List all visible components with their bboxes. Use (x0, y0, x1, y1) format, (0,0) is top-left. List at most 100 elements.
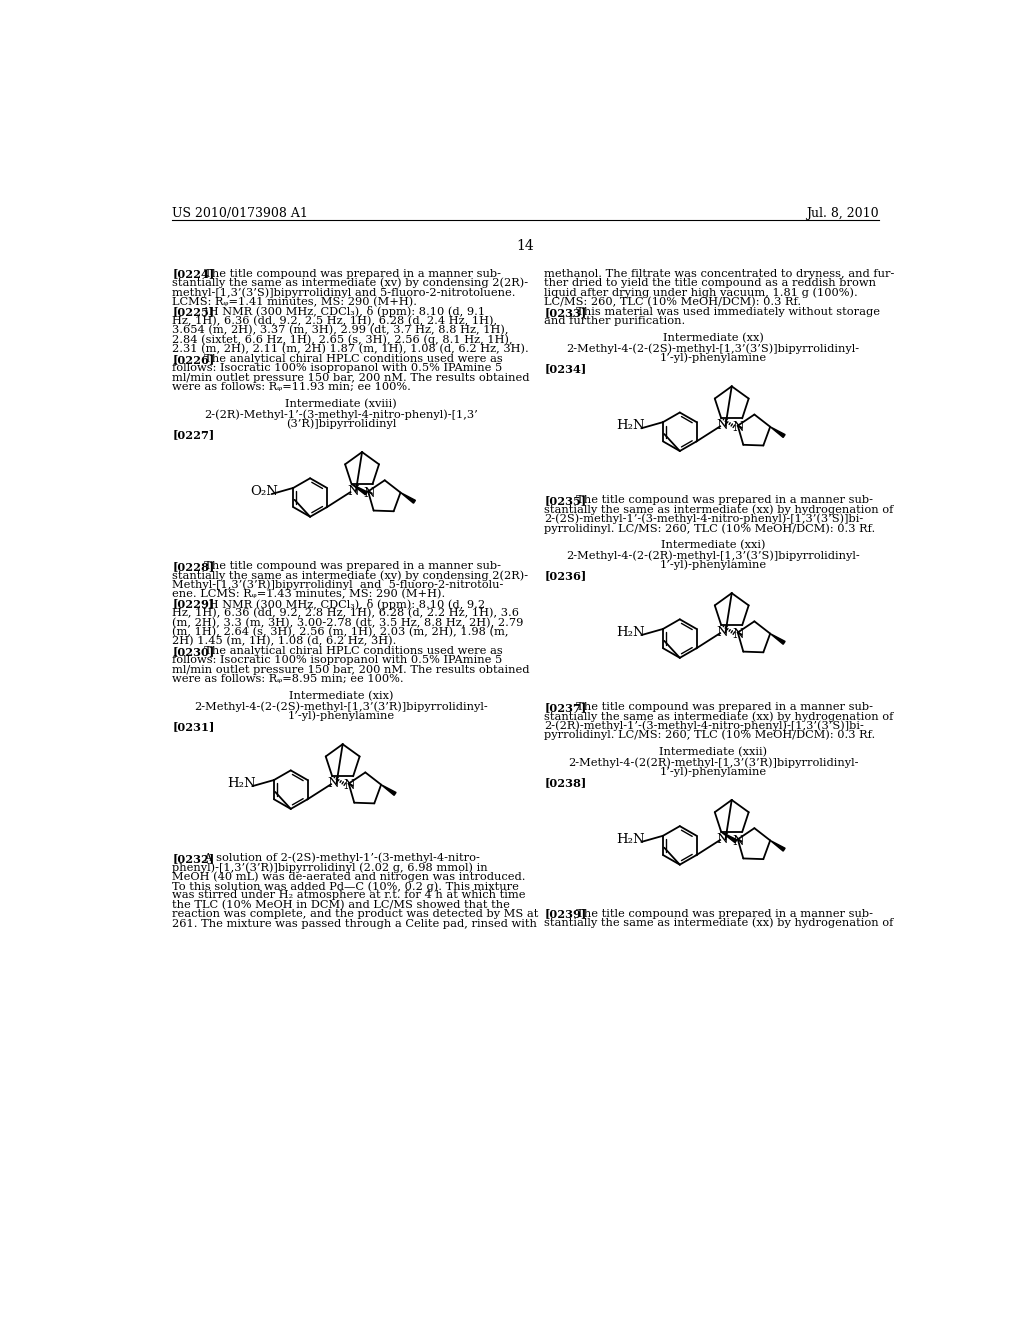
Text: were as follows: Rᵩ=8.95 min; ee 100%.: were as follows: Rᵩ=8.95 min; ee 100%. (172, 675, 403, 684)
Text: Intermediate (xix): Intermediate (xix) (289, 692, 393, 701)
Text: Hz, 1H), 6.36 (dd, 9.2, 2.5 Hz, 1H), 6.28 (d, 2.4 Hz, 1H),: Hz, 1H), 6.36 (dd, 9.2, 2.5 Hz, 1H), 6.2… (172, 315, 498, 326)
Text: 14: 14 (516, 239, 534, 253)
Text: [0228]: [0228] (172, 561, 214, 572)
Text: [0236]: [0236] (544, 570, 587, 581)
Text: [0239]: [0239] (544, 908, 587, 920)
Text: 1’-yl)-phenylamine: 1’-yl)-phenylamine (288, 710, 394, 721)
Text: The title compound was prepared in a manner sub-: The title compound was prepared in a man… (197, 561, 501, 570)
Text: was stirred under H₂ atmosphere at r.t. for 4 h at which time: was stirred under H₂ atmosphere at r.t. … (172, 891, 525, 900)
Text: the TLC (10% MeOH in DCM) and LC/MS showed that the: the TLC (10% MeOH in DCM) and LC/MS show… (172, 900, 510, 909)
Text: N: N (717, 418, 728, 432)
Text: The title compound was prepared in a manner sub-: The title compound was prepared in a man… (568, 908, 872, 919)
Text: MeOH (40 mL) was de-aerated and nitrogen was introduced.: MeOH (40 mL) was de-aerated and nitrogen… (172, 871, 525, 882)
Text: [0230]: [0230] (172, 645, 214, 657)
Text: Intermediate (xx): Intermediate (xx) (663, 334, 764, 343)
Text: N: N (717, 833, 728, 846)
Text: The analytical chiral HPLC conditions used were as: The analytical chiral HPLC conditions us… (197, 354, 503, 364)
Text: 261. The mixture was passed through a Celite pad, rinsed with: 261. The mixture was passed through a Ce… (172, 919, 537, 928)
Text: H₂N: H₂N (227, 777, 256, 791)
Polygon shape (721, 832, 737, 842)
Polygon shape (381, 784, 396, 796)
Text: O₂N: O₂N (250, 486, 278, 498)
Text: 2H) 1.45 (m, 1H), 1.08 (d, 6.2 Hz, 3H).: 2H) 1.45 (m, 1H), 1.08 (d, 6.2 Hz, 3H). (172, 636, 396, 647)
Text: methyl-[1,3’(3’S)]bipyrrolidinyl and 5-fluoro-2-nitrotoluene.: methyl-[1,3’(3’S)]bipyrrolidinyl and 5-f… (172, 288, 516, 298)
Text: 3.654 (m, 2H), 3.37 (m, 3H), 2.99 (dt, 3.7 Hz, 8.8 Hz, 1H),: 3.654 (m, 2H), 3.37 (m, 3H), 2.99 (dt, 3… (172, 325, 509, 335)
Text: 2-(2R)-Methyl-1’-(3-methyl-4-nitro-phenyl)-[1,3’: 2-(2R)-Methyl-1’-(3-methyl-4-nitro-pheny… (204, 409, 478, 420)
Text: methanol. The filtrate was concentrated to dryness, and fur-: methanol. The filtrate was concentrated … (544, 268, 895, 279)
Text: 2-Methyl-4-(2-(2S)-methyl-[1,3’(3’R)]bipyrrolidinyl-: 2-Methyl-4-(2-(2S)-methyl-[1,3’(3’R)]bip… (195, 701, 488, 711)
Text: 1’-yl)-phenylamine: 1’-yl)-phenylamine (659, 352, 767, 363)
Text: The title compound was prepared in a manner sub-: The title compound was prepared in a man… (197, 268, 501, 279)
Text: pyrrolidinyl. LC/MS: 260, TLC (10% MeOH/DCM): 0.3 Rf.: pyrrolidinyl. LC/MS: 260, TLC (10% MeOH/… (544, 730, 876, 741)
Text: and further purification.: and further purification. (544, 317, 685, 326)
Text: (m, 1H), 2.64 (s, 3H), 2.56 (m, 1H), 2.03 (m, 2H), 1.98 (m,: (m, 1H), 2.64 (s, 3H), 2.56 (m, 1H), 2.0… (172, 627, 509, 638)
Text: [0232]: [0232] (172, 853, 214, 863)
Polygon shape (770, 426, 785, 437)
Text: stantially the same as intermediate (xx) by hydrogenation of: stantially the same as intermediate (xx)… (544, 504, 894, 515)
Text: US 2010/0173908 A1: US 2010/0173908 A1 (172, 207, 308, 220)
Text: [0226]: [0226] (172, 354, 214, 364)
Text: Methyl-[1,3’(3’R)]bipyrrolidinyl  and  5-fluoro-2-nitrotolu-: Methyl-[1,3’(3’R)]bipyrrolidinyl and 5-f… (172, 579, 504, 590)
Text: were as follows: Rᵩ=11.93 min; ee 100%.: were as follows: Rᵩ=11.93 min; ee 100%. (172, 381, 411, 392)
Text: Intermediate (xxi): Intermediate (xxi) (660, 540, 765, 550)
Text: [0231]: [0231] (172, 721, 215, 733)
Text: Hz, 1H), 6.36 (dd, 9.2, 2.8 Hz, 1H), 6.28 (d, 2.2 Hz, 1H), 3.6: Hz, 1H), 6.36 (dd, 9.2, 2.8 Hz, 1H), 6.2… (172, 609, 519, 618)
Text: A solution of 2-(2S)-methyl-1’-(3-methyl-4-nitro-: A solution of 2-(2S)-methyl-1’-(3-methyl… (197, 853, 479, 863)
Text: follows: Isocratic 100% isopropanol with 0.5% IPAmine 5: follows: Isocratic 100% isopropanol with… (172, 655, 503, 665)
Text: N: N (347, 484, 358, 498)
Text: reaction was complete, and the product was detected by MS at: reaction was complete, and the product w… (172, 909, 539, 919)
Text: LCMS: Rᵩ=1.41 minutes, MS: 290 (M+H).: LCMS: Rᵩ=1.41 minutes, MS: 290 (M+H). (172, 297, 417, 308)
Text: Jul. 8, 2010: Jul. 8, 2010 (806, 207, 879, 220)
Text: H₂N: H₂N (616, 833, 645, 846)
Text: 2.84 (sixtet, 6.6 Hz, 1H), 2.65 (s, 3H), 2.56 (q, 8.1 Hz, 1H),: 2.84 (sixtet, 6.6 Hz, 1H), 2.65 (s, 3H),… (172, 335, 513, 346)
Text: (m, 2H), 3.3 (m, 3H), 3.00-2.78 (dt, 3.5 Hz, 8.8 Hz, 2H), 2.79: (m, 2H), 3.3 (m, 3H), 3.00-2.78 (dt, 3.5… (172, 618, 523, 628)
Text: 1’-yl)-phenylamine: 1’-yl)-phenylamine (659, 767, 767, 777)
Text: ml/min outlet pressure 150 bar, 200 nM. The results obtained: ml/min outlet pressure 150 bar, 200 nM. … (172, 372, 529, 383)
Text: stantially the same as intermediate (xx) by hydrogenation of: stantially the same as intermediate (xx)… (544, 917, 894, 928)
Text: ene. LCMS: Rᵩ=1.43 minutes, MS: 290 (M+H).: ene. LCMS: Rᵩ=1.43 minutes, MS: 290 (M+H… (172, 589, 445, 599)
Text: N: N (717, 626, 728, 639)
Text: [0234]: [0234] (544, 363, 587, 374)
Text: [0235]: [0235] (544, 495, 587, 506)
Text: ther dried to yield the title compound as a reddish brown: ther dried to yield the title compound a… (544, 279, 877, 288)
Text: phenyl)-[1,3’(3’R)]bipyrrolidinyl (2.02 g, 6.98 mmol) in: phenyl)-[1,3’(3’R)]bipyrrolidinyl (2.02 … (172, 862, 487, 873)
Text: 1’-yl)-phenylamine: 1’-yl)-phenylamine (659, 560, 767, 570)
Text: This material was used immediately without storage: This material was used immediately witho… (568, 306, 880, 317)
Text: [0229]: [0229] (172, 598, 214, 610)
Text: H₂N: H₂N (616, 420, 645, 433)
Text: [0237]: [0237] (544, 702, 587, 713)
Text: N: N (328, 777, 339, 789)
Text: [0238]: [0238] (544, 776, 587, 788)
Text: Intermediate (xxii): Intermediate (xxii) (659, 747, 767, 758)
Text: stantially the same as intermediate (xv) by condensing 2(2R)-: stantially the same as intermediate (xv)… (172, 279, 528, 289)
Polygon shape (770, 634, 785, 644)
Text: 2-Methyl-4-(2-(2R)-methyl-[1,3’(3’S)]bipyrrolidinyl-: 2-Methyl-4-(2-(2R)-methyl-[1,3’(3’S)]bip… (566, 550, 860, 561)
Text: N: N (362, 487, 375, 500)
Text: 2-Methyl-4-(2-(2S)-methyl-[1,3’(3’S)]bipyrrolidinyl-: 2-Methyl-4-(2-(2S)-methyl-[1,3’(3’S)]bip… (566, 343, 860, 354)
Text: H₂N: H₂N (616, 626, 645, 639)
Text: 2-(2S)-methyl-1’-(3-methyl-4-nitro-phenyl)-[1,3’(3’S)]bi-: 2-(2S)-methyl-1’-(3-methyl-4-nitro-pheny… (544, 513, 863, 524)
Text: ¹H NMR (300 MHz, CDCl₃), δ (ppm): 8.10 (d, 9.2: ¹H NMR (300 MHz, CDCl₃), δ (ppm): 8.10 (… (197, 598, 484, 610)
Text: pyrrolidinyl. LC/MS: 260, TLC (10% MeOH/DCM): 0.3 Rf.: pyrrolidinyl. LC/MS: 260, TLC (10% MeOH/… (544, 523, 876, 533)
Text: 2-Methyl-4-(2(2R)-methyl-[1,3’(3’R)]bipyrrolidinyl-: 2-Methyl-4-(2(2R)-methyl-[1,3’(3’R)]bipy… (568, 758, 858, 768)
Text: liquid after drying under high vacuum, 1.81 g (100%).: liquid after drying under high vacuum, 1… (544, 288, 858, 298)
Text: The title compound was prepared in a manner sub-: The title compound was prepared in a man… (568, 702, 872, 711)
Text: ml/min outlet pressure 150 bar, 200 nM. The results obtained: ml/min outlet pressure 150 bar, 200 nM. … (172, 665, 529, 675)
Text: 2.31 (m, 2H), 2.11 (m, 2H) 1.87 (m, 1H), 1.08 (d, 6.2 Hz, 3H).: 2.31 (m, 2H), 2.11 (m, 2H) 1.87 (m, 1H),… (172, 345, 529, 354)
Text: stantially the same as intermediate (xx) by hydrogenation of: stantially the same as intermediate (xx)… (544, 711, 894, 722)
Text: The title compound was prepared in a manner sub-: The title compound was prepared in a man… (568, 495, 872, 504)
Text: N: N (732, 628, 744, 642)
Text: [0224]: [0224] (172, 268, 214, 280)
Text: ¹H NMR (300 MHz, CDCl₃), δ (ppm): 8.10 (d, 9.1: ¹H NMR (300 MHz, CDCl₃), δ (ppm): 8.10 (… (197, 306, 484, 318)
Text: N: N (732, 421, 744, 434)
Text: Intermediate (xviii): Intermediate (xviii) (286, 399, 397, 409)
Text: N: N (732, 834, 744, 847)
Text: N: N (343, 779, 355, 792)
Text: (3’R)]bipyrrolidinyl: (3’R)]bipyrrolidinyl (286, 418, 396, 429)
Text: [0225]: [0225] (172, 306, 214, 318)
Text: The analytical chiral HPLC conditions used were as: The analytical chiral HPLC conditions us… (197, 645, 503, 656)
Text: [0233]: [0233] (544, 306, 587, 318)
Text: 2-(2R)-methyl-1’-(3-methyl-4-nitro-phenyl)-[1,3’(3’S)]bi-: 2-(2R)-methyl-1’-(3-methyl-4-nitro-pheny… (544, 721, 864, 731)
Text: [0227]: [0227] (172, 429, 214, 440)
Text: follows: Isocratic 100% isopropanol with 0.5% IPAmine 5: follows: Isocratic 100% isopropanol with… (172, 363, 503, 374)
